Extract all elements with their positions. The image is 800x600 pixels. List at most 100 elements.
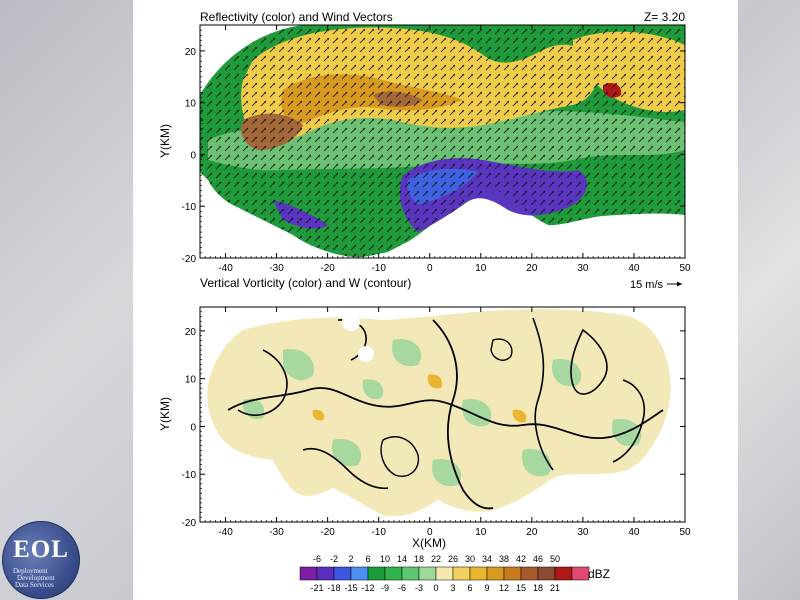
w-contour-2 [227,387,664,439]
colorbar-bottom-label: -3 [415,583,423,593]
w-contour-8 [612,379,645,463]
bottom-x-tick-label: 50 [679,527,691,538]
w-contour-7 [302,448,389,490]
top-plot-frame [199,24,686,259]
top-x-tick-label: -30 [269,263,284,274]
bottom-x-tick-label: 0 [427,527,433,538]
top-x-tick-label: 40 [628,263,640,274]
colorbar-bottom-label: -21 [310,583,323,593]
colorbar-bottom-label: -12 [361,583,374,593]
bottom-x-tick-label: 30 [577,527,589,538]
colorbar-bottom-label: 18 [533,583,543,593]
colorbar-bottom-label: 12 [499,583,509,593]
colorbar-swatch [384,566,403,581]
colorbar-bottom-label: -9 [381,583,389,593]
bottom-x-axis-label: X(KM) [412,536,446,550]
top-x-tick-label: 20 [526,263,538,274]
reflectivity-field [200,25,685,258]
colorbar-swatch [503,566,522,581]
top-x-tick-label: -20 [320,263,335,274]
bottom-x-tick-label: -40 [218,527,233,538]
figure-panel: Reflectivity (color) and Wind Vectors Z=… [133,0,738,600]
colorbar-unit: dBZ [588,567,610,581]
colorbar-swatch [537,566,556,581]
bottom-plot-title: Vertical Vorticity (color) and W (contou… [200,276,411,290]
eol-logo: EOL Deployment Development Data Services [2,521,80,599]
bottom-y-tick-label: 20 [185,327,197,338]
colorbar-swatch [452,566,471,581]
top-y-tick-label: 0 [190,150,196,161]
bottom-x-tick-label: 40 [628,527,640,538]
colorbar: -6 -2 2 6 10 14 18 22 26 30 34 38 42 46 50-21 -18 -15 -12… [299,554,590,593]
colorbar-bottom-label: -6 [398,583,406,593]
colorbar-bottom-label: 3 [450,583,455,593]
colorbar-swatch [367,566,386,581]
top-axis-ticks: -40 -30 -20 -10 0 10 20 30 40 50 -20 -10 0 10 20 [182,24,691,274]
colorbar-top-label: 34 [482,554,492,564]
bottom-x-tick-label: 20 [526,527,538,538]
wind-vectors [200,25,685,258]
colorbar-bottom-label: 6 [467,583,472,593]
top-y-tick-label: -20 [182,254,197,265]
w-contour-6 [570,328,608,395]
bottom-plot-frame [199,306,686,523]
top-y-axis-label: Y(KM) [158,124,172,158]
colorbar-top-label: 6 [365,554,370,564]
colorbar-bottom-label: 15 [516,583,526,593]
vorticity-gap-1 [358,346,374,362]
figure-svg: Reflectivity (color) and Wind Vectors Z=… [158,10,691,593]
bottom-x-tick-label: -20 [320,527,335,538]
colorbar-top-label: -2 [330,554,338,564]
w-contour-5 [532,317,554,471]
vorticity-green-patches [242,339,642,487]
colorbar-swatch [571,566,590,581]
vector-reference-arrow [667,281,682,287]
bottom-axis-ticks: -40 -30 -20 -10 0 10 20 30 40 50 -20 -10 0 10 20 [182,306,691,538]
colorbar-top-label: 22 [431,554,441,564]
colorbar-bottom-label: 0 [433,583,438,593]
logo-line-3: Data Services [15,581,54,589]
colorbar-swatch [554,566,573,581]
bottom-plot: Vertical Vorticity (color) and W (contou… [158,276,691,550]
bottom-y-axis-label: Y(KM) [158,397,172,431]
colorbar-top-label: 50 [550,554,560,564]
top-y-tick-label: 10 [185,99,197,110]
colorbar-swatch [435,566,454,581]
colorbar-top-label: 46 [533,554,543,564]
colorbar-swatch [333,566,352,581]
logo-line-1: Deployment [13,567,48,575]
vorticity-gap-2 [342,313,360,331]
w-contour-3 [237,349,288,416]
bottom-x-tick-label: -30 [269,527,284,538]
colorbar-top-label: 10 [380,554,390,564]
colorbar-swatch [486,566,505,581]
logo-line-2: Development [17,574,55,582]
top-y-tick-label: -10 [182,202,197,213]
colorbar-swatch [418,566,437,581]
w-contour-4 [432,319,494,510]
colorbar-swatch [350,566,369,581]
top-plot: Reflectivity (color) and Wind Vectors Z=… [158,10,691,291]
colorbar-top-label: 2 [348,554,353,564]
bottom-x-tick-label: 10 [475,527,487,538]
bottom-x-tick-label: -10 [371,527,386,538]
colorbar-top-label: 30 [465,554,475,564]
vorticity-field [207,309,671,517]
bottom-y-tick-label: -20 [182,518,197,529]
top-x-tick-label: 10 [475,263,487,274]
colorbar-top-label: 38 [499,554,509,564]
colorbar-bottom-label: -18 [327,583,340,593]
top-x-tick-label: 0 [427,263,433,274]
colorbar-bottom-label: 9 [484,583,489,593]
bottom-y-tick-label: 10 [185,375,197,386]
colorbar-top-label: 42 [516,554,526,564]
top-plot-title: Reflectivity (color) and Wind Vectors [200,10,393,24]
z-level-label: Z= 3.20 [644,10,685,24]
top-x-tick-label: -40 [218,263,233,274]
top-y-tick-label: 20 [185,47,197,58]
bottom-y-tick-label: -10 [182,470,197,481]
colorbar-top-label: 18 [414,554,424,564]
colorbar-swatch [299,566,318,581]
colorbar-top-label: 26 [448,554,458,564]
w-contour-10 [490,338,513,361]
